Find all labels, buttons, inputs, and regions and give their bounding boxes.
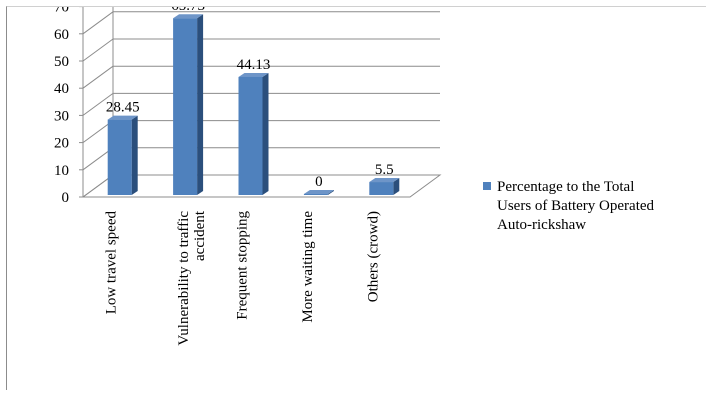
side-gridline bbox=[82, 65, 114, 89]
y-tick-label: 30 bbox=[54, 108, 69, 124]
y-tick-label: 0 bbox=[62, 190, 70, 206]
data-label: 0 bbox=[315, 174, 323, 190]
bar-top bbox=[107, 115, 138, 120]
y-tick-label: 70 bbox=[54, 7, 69, 16]
y-tick-label: 40 bbox=[54, 81, 69, 97]
bar bbox=[173, 14, 204, 195]
bar-top bbox=[173, 14, 204, 19]
bar-front bbox=[303, 194, 328, 195]
data-label: 28.45 bbox=[106, 100, 140, 116]
bar-top bbox=[238, 72, 269, 77]
bar bbox=[107, 115, 138, 195]
x-tick-label: Low travel speed bbox=[104, 211, 120, 315]
x-tick-label: Others (crowd) bbox=[365, 211, 381, 302]
bar-top bbox=[369, 178, 400, 183]
gridlines bbox=[79, 0, 440, 198]
legend: Percentage to the Total Users of Battery… bbox=[483, 179, 655, 233]
y-tick-label: 60 bbox=[54, 27, 69, 43]
bar-chart: 0 10 20 30 40 50 60 70 28.45 65.73 44.13 0 5.5 Low … bbox=[54, 0, 655, 346]
bar-front bbox=[369, 182, 394, 195]
x-tick-label: Vulnerability to traffic bbox=[176, 211, 192, 346]
bar-top bbox=[303, 190, 334, 194]
legend-swatch bbox=[483, 182, 491, 190]
data-label: 44.13 bbox=[237, 57, 271, 73]
bar-side bbox=[197, 14, 204, 195]
y-axis-ticks: 0 10 20 30 40 50 60 70 bbox=[54, 0, 70, 206]
chart-frame: 0 10 20 30 40 50 60 70 28.45 65.73 44.13 0 5.5 Low … bbox=[6, 0, 706, 390]
bar bbox=[303, 190, 334, 195]
x-tick-label: accident bbox=[192, 210, 208, 261]
bar bbox=[369, 178, 400, 195]
bars bbox=[107, 14, 400, 195]
bar-front bbox=[238, 76, 263, 195]
x-axis-ticks: Low travel speed Vulnerability to traffic… bbox=[104, 210, 382, 345]
y-tick-label: 10 bbox=[54, 163, 69, 179]
x-tick-label: More waiting time bbox=[300, 211, 316, 323]
side-gridline bbox=[82, 38, 114, 62]
bar-side bbox=[327, 190, 334, 195]
bar-front bbox=[173, 18, 198, 195]
bar-side bbox=[262, 72, 269, 195]
bar-side bbox=[131, 115, 138, 195]
legend-label-line-3: Auto-rickshaw bbox=[497, 217, 586, 233]
side-gridline bbox=[82, 92, 114, 116]
bar-front bbox=[107, 119, 132, 195]
data-label: 65.73 bbox=[171, 7, 205, 14]
data-label: 5.5 bbox=[375, 162, 394, 178]
bar bbox=[238, 72, 269, 195]
x-tick-label: Frequent stopping bbox=[235, 211, 251, 320]
y-tick-label: 50 bbox=[54, 54, 69, 70]
y-tick-label: 20 bbox=[54, 136, 69, 152]
side-gridline bbox=[82, 11, 114, 35]
legend-label-line-1: Percentage to the Total bbox=[497, 179, 634, 195]
legend-label-line-2: Users of Battery Operated bbox=[497, 198, 655, 214]
bar-side bbox=[393, 178, 400, 195]
